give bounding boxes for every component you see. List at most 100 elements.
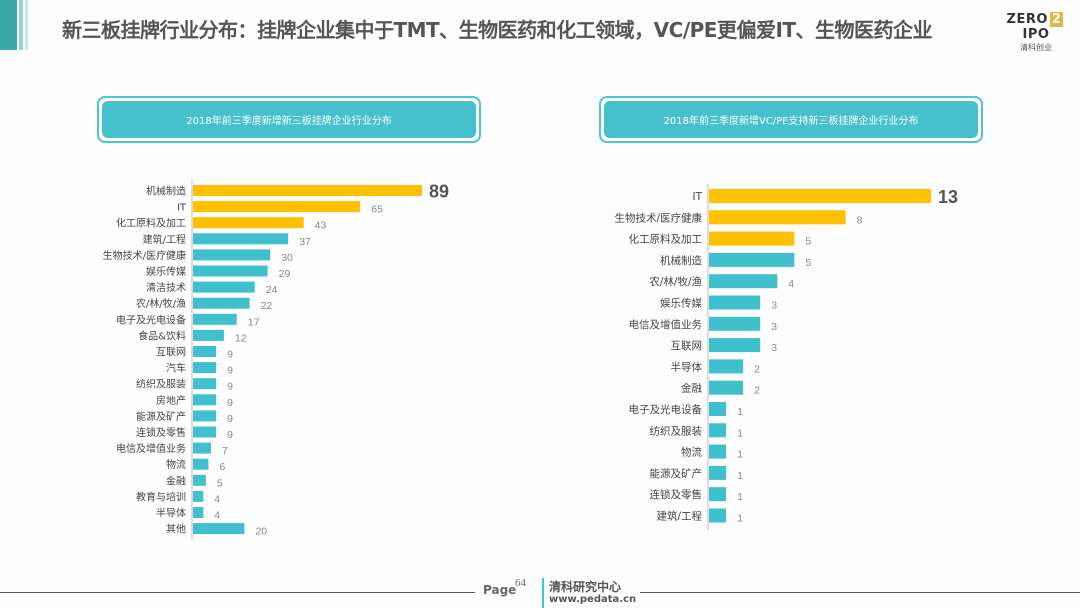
logo-text: IPO [1022, 27, 1050, 42]
data-label: 5 [805, 257, 811, 269]
bar [193, 346, 217, 357]
category-label: 机械制造 [146, 185, 186, 198]
data-label: 4 [214, 510, 220, 522]
data-label: 8 [857, 214, 863, 226]
bar [193, 474, 206, 486]
page-number: 64 [515, 577, 526, 589]
bar [193, 281, 255, 293]
right-chart-title: 2018年前三季度新增VC/PE支持新三板挂牌企业行业分布 [604, 101, 978, 138]
category-label: 物流 [166, 458, 186, 471]
data-label: 43 [315, 220, 327, 232]
category-label: 生物技术/医疗健康 [614, 211, 702, 224]
slide-title: 新三板挂牌行业分布：挂牌企业集中于TMT、生物医药和化工领域，VC/PE更偏爱I… [62, 18, 933, 42]
data-label: 1 [737, 513, 743, 525]
bar [709, 316, 761, 331]
zero2ipo-logo: ZERO 2IPO 清科创业 [996, 12, 1076, 53]
data-label: 20 [255, 526, 267, 538]
category-label: 物流 [681, 446, 702, 459]
bar [193, 442, 212, 454]
data-label: 5 [217, 477, 223, 489]
bar [193, 297, 250, 309]
category-label: 建筑/工程 [656, 510, 702, 523]
bar [193, 394, 217, 406]
bar [709, 359, 744, 374]
category-label: 汽车 [166, 362, 186, 375]
bar [193, 378, 217, 390]
bar [193, 426, 217, 438]
bar [193, 458, 209, 470]
bar [709, 402, 727, 416]
bar [193, 233, 289, 245]
data-label: 24 [266, 284, 278, 296]
right-chart-title-box: 2018年前三季度新增VC/PE支持新三板挂牌企业行业分布 [599, 96, 983, 143]
page-label: Page [483, 583, 517, 597]
category-label: 互联网 [671, 340, 703, 352]
data-label: 3 [771, 300, 777, 312]
data-label: 9 [227, 397, 233, 409]
category-label: 农/林/牧/渔 [649, 275, 702, 288]
category-label: 建筑/工程 [143, 233, 186, 246]
bar [709, 444, 727, 459]
category-label: 房地产 [156, 394, 186, 407]
data-label: 9 [227, 349, 233, 361]
data-label: 30 [281, 252, 293, 264]
category-label: 纺织及服装 [136, 378, 186, 391]
organization-name: 清科研究中心 [549, 580, 622, 594]
bar [193, 362, 217, 374]
bar [709, 338, 761, 353]
bar [193, 217, 304, 229]
data-label: 7 [222, 445, 228, 457]
category-label: 半导体 [156, 507, 186, 520]
category-label: 食品&饮料 [138, 329, 186, 342]
category-label: 电信及增值业务 [116, 442, 186, 455]
data-label: 6 [219, 461, 225, 473]
category-label: 能源及矿产 [136, 410, 186, 423]
left-chart-title-box: 2018年前三季度新增新三板挂牌企业行业分布 [97, 96, 481, 143]
bar [709, 508, 727, 523]
data-label: 65 [371, 204, 383, 216]
category-label: 能源及矿产 [650, 467, 703, 480]
data-label: 2 [754, 363, 760, 375]
bar [709, 380, 744, 395]
bar [709, 231, 795, 246]
data-label: 1 [737, 491, 743, 503]
bar [709, 274, 778, 289]
category-label: 金融 [166, 474, 186, 487]
bar [193, 329, 224, 341]
bar [193, 523, 245, 535]
category-label: 教育与培训 [136, 490, 186, 503]
data-label: 9 [227, 381, 233, 393]
data-label: 12 [235, 332, 247, 344]
logo-text: ZERO [1006, 12, 1048, 27]
category-label: 电子及光电设备 [629, 403, 703, 416]
category-label: 娱乐传媒 [660, 297, 702, 310]
bar [709, 487, 727, 502]
bar [193, 201, 361, 213]
bar [709, 295, 761, 310]
footer-separator [542, 578, 544, 608]
data-label: 37 [299, 236, 311, 248]
decorative-bar [19, 0, 23, 50]
bar [193, 410, 217, 422]
category-label: 生物技术/医疗健康 [103, 249, 186, 262]
bar [193, 249, 271, 261]
category-label: 电信及增值业务 [629, 318, 703, 331]
data-label: 2 [754, 385, 760, 397]
category-label: 连锁及零售 [650, 488, 703, 501]
category-label: 金融 [681, 382, 702, 395]
bar [709, 210, 846, 225]
bar [193, 313, 237, 325]
category-label: 清洁技术 [146, 281, 186, 294]
category-label: 电子及光电设备 [116, 313, 186, 326]
bar [193, 265, 268, 277]
data-label: 9 [227, 413, 233, 425]
bar [193, 185, 422, 196]
category-label: 农/林/牧/渔 [136, 297, 186, 310]
category-label: 纺织及服装 [650, 424, 703, 437]
data-label: 3 [771, 321, 777, 333]
bar [709, 252, 795, 267]
logo-subtext: 清科创业 [1020, 43, 1052, 52]
decorative-bar [25, 0, 28, 50]
category-label: 机械制造 [660, 254, 702, 267]
